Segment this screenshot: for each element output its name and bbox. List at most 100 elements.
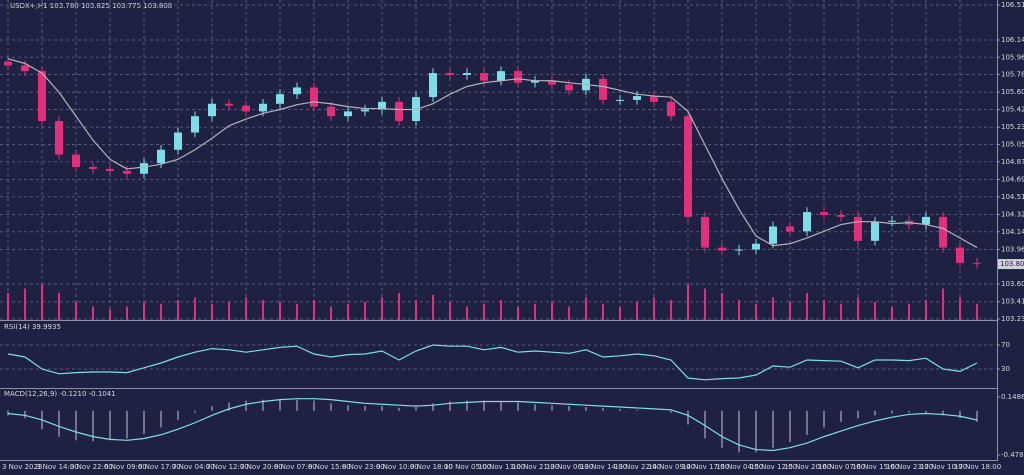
macd-histogram-bar <box>483 400 485 411</box>
volume-bar <box>755 303 757 320</box>
macd-histogram-bar <box>313 400 315 411</box>
candle-body <box>395 101 403 122</box>
candle-body <box>820 212 828 215</box>
x-tick-label: 10 Nov 21:00 <box>512 463 559 471</box>
candle-body <box>225 103 233 106</box>
macd-histogram-bar <box>143 410 145 434</box>
macd-histogram-bar <box>687 410 689 425</box>
macd-histogram-bar <box>177 410 179 420</box>
volume-bar <box>738 300 740 320</box>
x-tick-label: 6 Nov 09:00 <box>104 463 147 471</box>
volume-bar <box>262 300 264 320</box>
volume-bar <box>959 297 961 320</box>
x-tick-label: 8 Nov 23:00 <box>342 463 385 471</box>
candle-body <box>259 103 267 112</box>
macd-histogram-bar <box>823 410 825 428</box>
x-tick-label: 10 Nov 13:00 <box>478 463 525 471</box>
macd-histogram-bar <box>262 399 264 411</box>
x-tick-label: 3 Nov 2023 <box>2 463 42 471</box>
candle-body <box>752 243 760 250</box>
macd-histogram-bar <box>330 403 332 411</box>
volume-bar <box>160 303 162 320</box>
volume-bar <box>976 303 978 320</box>
volume-bar <box>789 302 791 320</box>
x-tick-label: 8 Nov 15:00 <box>308 463 351 471</box>
macd-histogram-bar <box>670 410 672 413</box>
candle-body <box>514 71 522 83</box>
candle-body <box>293 87 301 95</box>
macd-histogram-bar <box>925 410 927 413</box>
candle-body <box>174 132 182 150</box>
candle-body <box>650 96 658 102</box>
volume-bar <box>7 293 9 320</box>
y-tick-label: 104.510 <box>1001 193 1024 201</box>
candle-body <box>888 220 896 222</box>
macd-histogram-bar <box>602 407 604 411</box>
volume-bar <box>347 303 349 320</box>
volume-bar <box>24 288 26 320</box>
macd-histogram-bar <box>347 405 349 411</box>
macd-histogram-bar <box>381 406 383 411</box>
candle-body <box>531 80 539 83</box>
volume-bar <box>75 302 77 320</box>
volume-bar <box>500 300 502 320</box>
macd-histogram-bar <box>58 410 60 437</box>
x-tick-label: 16 Nov 15:00 <box>852 463 899 471</box>
candle-body <box>922 216 930 225</box>
macd-histogram-bar <box>636 409 638 411</box>
macd-histogram-bar <box>160 410 162 428</box>
macd-histogram-bar <box>619 408 621 411</box>
macd-histogram-bar <box>789 410 791 443</box>
macd-histogram-bar <box>296 399 298 411</box>
volume-bar <box>41 284 43 320</box>
x-tick-label: 9 Nov 18:00 <box>410 463 453 471</box>
macd-histogram-bar <box>755 410 757 453</box>
macd-histogram-bar <box>466 400 468 411</box>
x-tick-label: 17 Nov 10:00 <box>920 463 967 471</box>
volume-bar <box>194 297 196 320</box>
y-tick-label: 105.235 <box>1001 123 1024 131</box>
y-tick-label: 103.235 <box>1001 315 1024 323</box>
candle-body <box>480 73 488 81</box>
volume-bar <box>398 293 400 320</box>
volume-bar <box>517 306 519 320</box>
candle-body <box>123 170 131 174</box>
y-tick-label: 104.325 <box>1001 210 1024 218</box>
candle-body <box>837 214 845 217</box>
volume-bar <box>568 306 570 320</box>
candle-body <box>718 247 726 251</box>
macd-histogram-bar <box>449 401 451 411</box>
x-tick-label: 8 Nov 07:00 <box>274 463 317 471</box>
volume-bar <box>228 302 230 320</box>
x-tick-label: 14 Nov 17:00 <box>682 463 729 471</box>
y-tick-label: 105.420 <box>1001 106 1024 114</box>
y-tick-label: 70 <box>1001 341 1010 349</box>
candle-body <box>140 163 148 174</box>
macd-histogram-bar <box>364 406 366 411</box>
volume-bar <box>636 302 638 320</box>
x-tick-label: 13 Nov 14:00 <box>580 463 627 471</box>
volume-bar <box>364 302 366 320</box>
macd-histogram-bar <box>432 403 434 411</box>
y-tick-label: 105.785 <box>1001 71 1024 79</box>
macd-histogram-bar <box>585 407 587 411</box>
candle-body <box>871 221 879 241</box>
volume-bar <box>874 302 876 320</box>
moving-average <box>7 58 978 249</box>
y-tick-label: 106.510 <box>1001 1 1024 9</box>
volume-bar <box>687 284 689 320</box>
x-tick-label: 13 Nov 06:00 <box>546 463 593 471</box>
volume-bar <box>381 297 383 320</box>
macd-histogram-bar <box>704 410 706 439</box>
x-tick-label: 7 Nov 20:00 <box>240 463 283 471</box>
x-tick-label: 7 Nov 04:00 <box>172 463 215 471</box>
y-tick-label: -0.4784 <box>1001 451 1024 459</box>
candle-body <box>21 65 29 72</box>
y-tick-label: 0.1486 <box>1001 393 1024 401</box>
volume-bar <box>823 300 825 320</box>
candle-body <box>344 111 352 117</box>
macd-histogram-bar <box>959 410 961 419</box>
x-tick-label: 15 Nov 20:00 <box>784 463 831 471</box>
candle-body <box>956 247 964 263</box>
